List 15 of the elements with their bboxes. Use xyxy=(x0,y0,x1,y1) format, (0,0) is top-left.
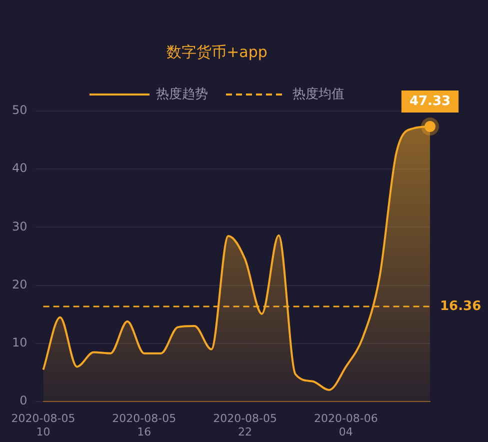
y-tick-label: 0 xyxy=(20,394,28,408)
x-tick-label: 2020-08-05 10 xyxy=(11,412,76,438)
x-tick-label: 2020-08-05 16 xyxy=(112,412,176,438)
x-tick-label: 2020-08-06 04 xyxy=(314,412,378,438)
data-label: 16.36 xyxy=(440,298,482,314)
x-tick-label: 2020-08-05 22 xyxy=(213,412,278,438)
y-tick-label: 10 xyxy=(12,336,28,350)
chart-title: 数字货币+app xyxy=(166,42,268,61)
y-tick-label: 30 xyxy=(12,219,28,234)
y-tick-label: 20 xyxy=(12,277,28,292)
y-tick-label: 50 xyxy=(12,103,28,118)
y-tick-label: 40 xyxy=(12,161,28,176)
legend-label: 热度均值 xyxy=(292,86,344,102)
data-label: 47.33 xyxy=(409,94,451,109)
legend-label: 热度趋势 xyxy=(156,86,208,102)
